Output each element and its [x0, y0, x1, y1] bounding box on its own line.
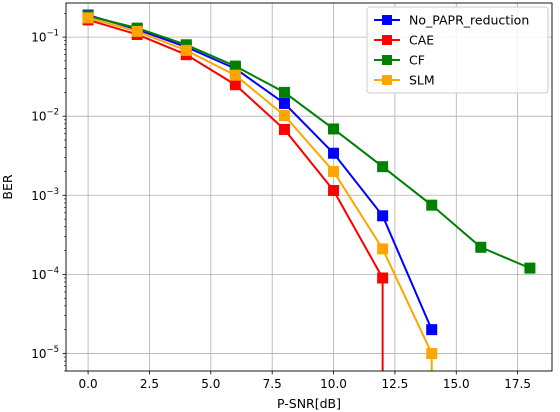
legend-box: [366, 6, 549, 94]
legend-marker: [382, 35, 392, 45]
data-point: [278, 123, 290, 135]
data-point: [426, 347, 438, 359]
axis-ticks: 0.0 2.5 5.0 7.5 10.0 12.5 15.0 17.5 10−1 10−2 10−3…: [31, 13, 531, 391]
data-point: [180, 44, 192, 56]
x-tick-label: 0.0: [79, 377, 98, 391]
y-tick-label: 10−4: [31, 266, 59, 282]
legend-marker: [382, 55, 392, 65]
data-point: [377, 272, 389, 284]
plot-series: [82, 9, 536, 371]
data-point: [377, 161, 389, 173]
data-point: [229, 69, 241, 81]
y-tick-label: 10−2: [31, 108, 59, 124]
legend-label: CAE: [409, 33, 434, 48]
data-point: [328, 184, 340, 196]
y-tick-label: 10−3: [31, 187, 59, 203]
data-point: [524, 262, 536, 274]
data-point: [328, 165, 340, 177]
data-point: [229, 60, 241, 72]
data-point: [229, 79, 241, 91]
legend-marker: [382, 15, 392, 25]
data-point: [278, 86, 290, 98]
x-tick-label: 10.0: [320, 377, 347, 391]
x-tick-label: 12.5: [382, 377, 409, 391]
legend-label: CF: [409, 53, 425, 68]
legend-label: SLM: [409, 73, 435, 88]
series-line: [87, 18, 384, 371]
data-point: [426, 324, 438, 336]
legend-marker: [382, 75, 392, 85]
x-tick-label: 5.0: [201, 377, 220, 391]
series-line: [87, 14, 433, 331]
y-tick-label: 10−1: [31, 29, 59, 45]
x-axis-label: P-SNR[dB]: [277, 396, 341, 411]
data-point: [426, 199, 438, 211]
series-line: [87, 15, 531, 270]
plot-frame: [65, 2, 553, 372]
x-tick-label: 2.5: [140, 377, 159, 391]
data-point: [377, 210, 389, 222]
data-point: [180, 39, 192, 51]
data-point: [475, 241, 487, 253]
data-point: [377, 243, 389, 255]
data-point: [278, 97, 290, 109]
y-axis-label: BER: [0, 174, 15, 199]
data-point: [82, 12, 94, 24]
legend: No_PAPR_reduction CAE CF SLM: [366, 6, 549, 94]
x-tick-label: 7.5: [263, 377, 282, 391]
data-point: [328, 147, 340, 159]
y-tick-label: 10−5: [31, 345, 59, 361]
data-point: [131, 25, 143, 37]
data-point: [278, 110, 290, 122]
data-point: [328, 123, 340, 135]
x-tick-label: 17.5: [504, 377, 531, 391]
x-tick-label: 15.0: [443, 377, 470, 391]
legend-label: No_PAPR_reduction: [409, 13, 529, 28]
